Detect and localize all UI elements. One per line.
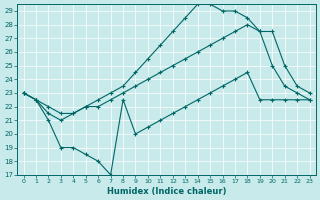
X-axis label: Humidex (Indice chaleur): Humidex (Indice chaleur) [107,187,226,196]
